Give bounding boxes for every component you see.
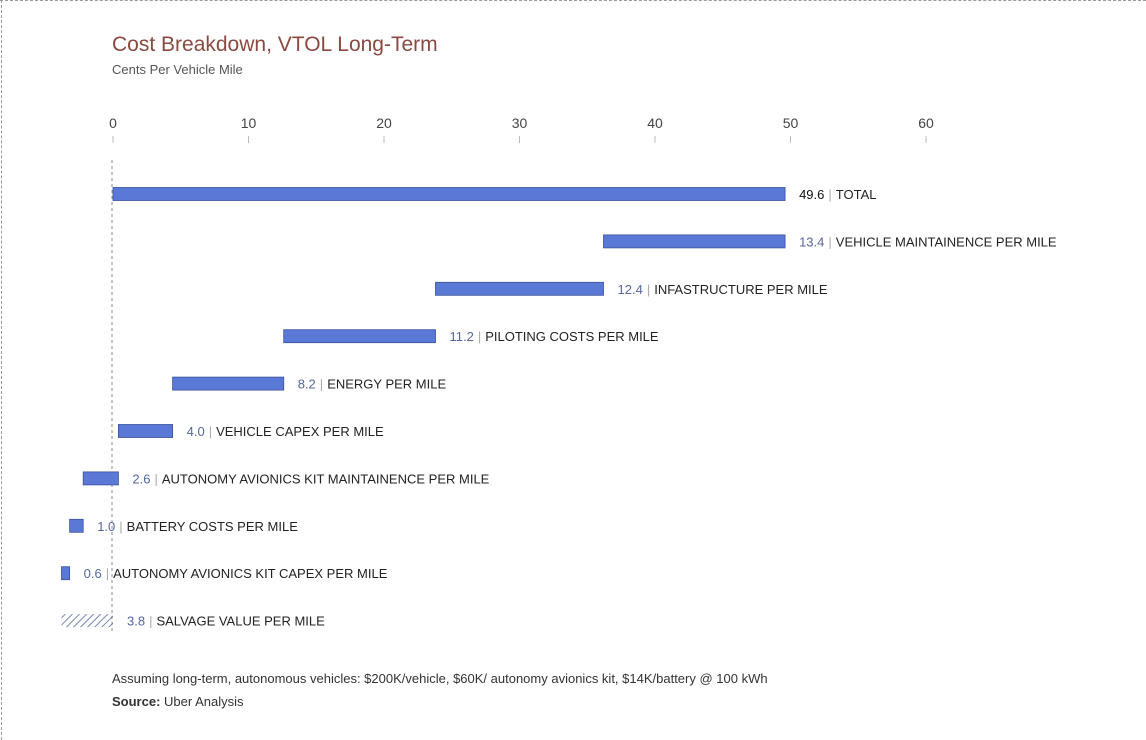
cost-bar — [69, 518, 84, 533]
label-separator: | — [647, 282, 650, 297]
x-tick-label: 40 — [647, 115, 663, 131]
chart-title: Cost Breakdown, VTOL Long-Term — [112, 33, 438, 56]
label-separator: | — [106, 566, 109, 581]
bar-label: 0.6 | AUTONOMY AVIONICS KIT CAPEX PER MILE — [84, 566, 388, 581]
cost-bar — [172, 376, 285, 391]
bar-value: 3.8 — [127, 614, 145, 629]
bar-category: BATTERY COSTS PER MILE — [127, 519, 299, 534]
bar-value: 4.0 — [187, 424, 205, 439]
bar-label: 3.8 | SALVAGE VALUE PER MILE — [127, 614, 325, 629]
bar-label: 8.2 | ENERGY PER MILE — [298, 377, 447, 392]
bar-label: 2.6 | AUTONOMY AVIONICS KIT MAINTAINENCE P… — [132, 471, 489, 486]
bar-label: 4.0 | VEHICLE CAPEX PER MILE — [187, 424, 384, 439]
bar-category: VEHICLE CAPEX PER MILE — [216, 424, 384, 439]
bar-value: 8.2 — [298, 377, 316, 392]
bar-label: 1.0 | BATTERY COSTS PER MILE — [97, 519, 298, 534]
bar-category: AUTONOMY AVIONICS KIT MAINTAINENCE PER M… — [162, 471, 490, 486]
bar-value: 2.6 — [132, 471, 150, 486]
source-line: Source: Uber Analysis — [112, 694, 244, 709]
bar-value: 12.4 — [618, 282, 643, 297]
chart-subtitle: Cents Per Vehicle Mile — [112, 62, 243, 77]
bar-value: 49.6 — [799, 187, 824, 202]
bar-value: 13.4 — [799, 234, 824, 249]
bar-label: 11.2 | PILOTING COSTS PER MILE — [449, 329, 658, 344]
x-tick-label: 60 — [918, 115, 934, 131]
bar-category: TOTAL — [836, 187, 877, 202]
label-separator: | — [209, 424, 212, 439]
bar-labels: 49.6 | TOTAL 13.4 | VEHICLE MAINTAINENCE PER … — [84, 187, 1057, 629]
x-tick-label: 0 — [109, 115, 117, 131]
x-tick-label: 30 — [512, 115, 528, 131]
bar-category: ENERGY PER MILE — [327, 377, 446, 392]
total-bar — [112, 187, 786, 201]
cost-bar — [61, 566, 71, 581]
bars — [61, 187, 786, 628]
salvage-bar — [61, 614, 113, 628]
cost-bar — [82, 471, 119, 486]
footnote: Assuming long-term, autonomous vehicles:… — [112, 671, 768, 686]
cost-bar — [283, 329, 436, 344]
bar-value: 11.2 — [449, 329, 473, 344]
x-tick-label: 50 — [783, 115, 799, 131]
bar-category: INFASTRUCTURE PER MILE — [654, 282, 828, 297]
bar-category: VEHICLE MAINTAINENCE PER MILE — [836, 234, 1057, 249]
cost-bar — [118, 424, 174, 438]
label-separator: | — [828, 234, 831, 249]
bar-category: PILOTING COSTS PER MILE — [485, 329, 659, 344]
cost-bar — [435, 281, 604, 296]
source-value: Uber Analysis — [164, 694, 244, 709]
label-separator: | — [154, 471, 157, 486]
label-separator: | — [320, 377, 323, 392]
label-separator: | — [119, 519, 122, 534]
label-separator: | — [149, 614, 152, 629]
bar-category: SALVAGE VALUE PER MILE — [156, 614, 325, 629]
bar-category: AUTONOMY AVIONICS KIT CAPEX PER MILE — [113, 566, 388, 581]
x-tick-label: 20 — [376, 115, 392, 131]
bar-label: 13.4 | VEHICLE MAINTAINENCE PER MILE — [799, 234, 1057, 249]
label-separator: | — [828, 187, 831, 202]
x-tick-label: 10 — [241, 115, 257, 131]
bar-value: 1.0 — [97, 519, 115, 534]
x-axis: 0 10 20 30 40 50 60 — [109, 115, 934, 632]
bar-label: 49.6 | TOTAL — [799, 187, 876, 202]
bar-value: 0.6 — [84, 566, 102, 581]
cost-bar — [603, 234, 786, 249]
source-label: Source: — [112, 694, 161, 709]
bar-label: 12.4 | INFASTRUCTURE PER MILE — [618, 282, 828, 297]
frame-top-border — [0, 0, 1146, 1]
label-separator: | — [478, 329, 481, 344]
frame-left-border — [1, 0, 2, 740]
